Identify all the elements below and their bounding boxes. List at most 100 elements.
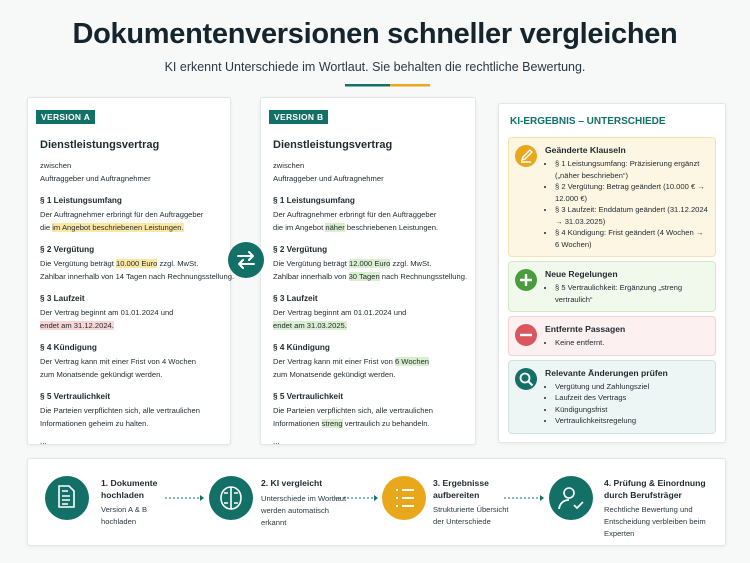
text-line: Informationen streng vertraulich zu beha… xyxy=(273,418,475,431)
section-heading: § 1 Leistungsumfang xyxy=(273,196,355,205)
parties: zwischen Auftraggeber und Auftragnehmer xyxy=(273,160,475,185)
version-badge: VERSION B xyxy=(269,110,329,124)
group-item: Vergütung und Zahlungsziel xyxy=(555,381,709,393)
group-item: § 2 Vergütung: Betrag geändert (10.000 €… xyxy=(555,181,709,204)
group-heading: Neue Regelungen xyxy=(545,269,618,279)
text-line: Der Vertrag beginnt am 01.01.2024 und xyxy=(40,307,230,320)
party-line: Auftraggeber und Auftragnehmer xyxy=(273,173,384,183)
text-line: die im Angebot näher beschriebenen Leist… xyxy=(273,222,475,235)
section: § 3 Laufzeit Der Vertrag beginnt am 01.01… xyxy=(40,292,230,332)
section: § 4 Kündigung Der Vertrag kann mit einer … xyxy=(273,341,475,381)
version-badge: VERSION A xyxy=(36,110,96,124)
text: zum Monatsende gekündigt werden. xyxy=(273,369,396,379)
text-line: die im Angebot beschriebenen Leistungen. xyxy=(40,222,230,235)
step: 4. Prüfung & Einordnung durch Berufsträg… xyxy=(604,478,719,540)
text-line: Der Vertrag beginnt am 01.01.2024 und xyxy=(273,307,475,320)
text-line: endet am 31.12.2024. xyxy=(40,320,230,333)
section-heading: § 4 Kündigung xyxy=(40,343,97,352)
highlight: 6 Wochen xyxy=(394,357,430,366)
result-title: KI-ERGEBNIS – UNTERSCHIEDE xyxy=(510,116,666,127)
text-line: Die Parteien verpflichten sich, alle ver… xyxy=(40,405,230,418)
group-icon xyxy=(515,324,537,346)
text-line: Der Vertrag kann mit einer Frist von 6 W… xyxy=(273,356,475,369)
group-heading: Relevante Änderungen prüfen xyxy=(545,367,668,378)
highlight: streng xyxy=(321,418,343,428)
highlight: 30 Tagen xyxy=(348,271,380,281)
text: Der Vertrag beginnt am 01.01.2024 und xyxy=(40,308,174,317)
compare-icon xyxy=(228,242,264,278)
title-underline xyxy=(345,84,430,87)
doc-title: Dienstleistungsvertrag xyxy=(40,139,160,151)
group-item: § 4 Kündigung: Frist geändert (4 Wochen … xyxy=(555,227,709,250)
step: 3. Ergebnisse aufbereiten Strukturierte Ü… xyxy=(433,478,513,528)
text-line: Der Auftragnehmer erbringt für den Auftr… xyxy=(273,209,475,222)
section-heading: § 5 Vertraulichkeit xyxy=(273,392,344,401)
text: Der Auftragnehmer erbringt für den Auftr… xyxy=(273,210,437,219)
group-icon xyxy=(515,145,537,167)
text-line: Informationen geheim zu halten. xyxy=(40,418,230,431)
text-line: Die Vergütung beträgt 12.000 Euro zzgl. … xyxy=(273,258,475,271)
group-list: Keine entfernt. xyxy=(545,337,709,349)
text: Der Vertrag kann mit einer Frist von xyxy=(273,357,395,366)
text-line: Die Vergütung beträgt 10.000 Euro zzgl. … xyxy=(40,258,230,271)
step-title: 3. Ergebnisse aufbereiten xyxy=(433,478,489,500)
party-line: zwischen xyxy=(273,161,305,170)
group-heading: Geänderte Klauseln xyxy=(545,145,626,155)
step-text: Unterschiede im Wortlaut werden automati… xyxy=(261,493,347,527)
title: Dokumentenversionen schneller vergleiche… xyxy=(72,18,678,50)
highlight: 10.000 Euro xyxy=(116,259,158,268)
section-heading: § 1 Leistungsumfang xyxy=(40,196,122,205)
text: vertraulich zu behandeln. xyxy=(342,418,430,428)
section: § 2 Vergütung Die Vergütung beträgt 12.00… xyxy=(273,243,475,283)
step-title: 2. KI vergleicht xyxy=(261,478,323,488)
section-heading: § 3 Laufzeit xyxy=(273,294,318,303)
result-group: Neue Regelungen § 5 Vertraulichkeit: Ergä… xyxy=(508,261,716,312)
group-heading: Entfernte Passagen xyxy=(545,324,626,334)
text: Der Vertrag beginnt am 01.01.2024 und xyxy=(273,308,407,317)
group-item: § 3 Laufzeit: Enddatum geändert (31.12.2… xyxy=(555,204,709,227)
text-line: Der Auftragnehmer erbringt für den Auftr… xyxy=(40,209,230,222)
group-item: § 1 Leistungsumfang: Präzisierung ergänz… xyxy=(555,158,709,181)
group-list: § 5 Vertraulichkeit: Ergänzung „streng v… xyxy=(545,282,709,305)
section-heading: § 2 Vergütung xyxy=(273,245,328,254)
text: nach Rechnungsstellung. xyxy=(379,271,468,281)
section: § 1 Leistungsumfang Der Auftragnehmer erb… xyxy=(273,194,475,234)
text: Zahlbar innerhalb von 14 Tagen nach Rech… xyxy=(40,271,235,281)
result-group: Relevante Änderungen prüfen Vergütung und… xyxy=(508,359,716,434)
section: § 3 Laufzeit Der Vertrag beginnt am 01.01… xyxy=(273,292,475,332)
parties: zwischen Auftraggeber und Auftragnehmer xyxy=(40,160,230,185)
text-line: Zahlbar innerhalb von 30 Tagen nach Rech… xyxy=(273,271,475,284)
group-list: § 1 Leistungsumfang: Präzisierung ergänz… xyxy=(545,158,709,250)
section-heading: § 5 Vertraulichkeit xyxy=(40,392,111,401)
result-panel: KI-ERGEBNIS – UNTERSCHIEDE Geänderte Klau… xyxy=(498,103,726,443)
text: beschriebenen Leistungen. xyxy=(344,222,439,232)
section: § 1 Leistungsumfang Der Auftragnehmer erb… xyxy=(40,194,230,234)
doc-title: Dienstleistungsvertrag xyxy=(273,139,393,151)
text-line: zum Monatsende gekündigt werden. xyxy=(273,369,475,382)
section: § 5 Vertraulichkeit Die Parteien verpflic… xyxy=(40,390,230,430)
step-title: 1. Dokumente hochladen xyxy=(101,478,158,500)
highlight: 12.000 Euro xyxy=(349,259,391,268)
step-text: Version A & B hochladen xyxy=(101,505,148,526)
step-icons xyxy=(45,476,593,520)
text-line: Die Parteien verpflichten sich, alle ver… xyxy=(273,405,475,418)
section: § 2 Vergütung Die Vergütung beträgt 10.00… xyxy=(40,243,234,283)
group-icon xyxy=(515,367,537,390)
section-heading: § 2 Vergütung xyxy=(40,245,95,254)
text: zzgl. MwSt. xyxy=(157,259,199,268)
text: Die Parteien verpflichten sich, alle ver… xyxy=(40,406,200,415)
party-line: zwischen xyxy=(40,161,72,170)
group-item: Vertraulichkeitsregelung xyxy=(555,415,709,427)
text: Der Auftragnehmer erbringt für den Auftr… xyxy=(40,210,204,219)
section-heading: § 3 Laufzeit xyxy=(40,294,85,303)
group-item: § 5 Vertraulichkeit: Ergänzung „streng v… xyxy=(555,282,709,305)
text: die im Angebot xyxy=(273,222,326,232)
group-icon xyxy=(515,269,537,291)
step: 1. Dokumente hochladen Version A & B hoch… xyxy=(101,478,181,528)
version-a-card: VERSION A Dienstleistungsvertrag zwischen A… xyxy=(27,97,234,446)
result-group: Entfernte Passagen Keine entfernt. xyxy=(508,316,716,356)
process-steps: 1. Dokumente hochladen Version A & B hoch… xyxy=(27,458,726,546)
group-item: Kündigungsfrist xyxy=(555,404,709,416)
step-title: 4. Prüfung & Einordnung durch Berufsträg… xyxy=(604,478,706,500)
